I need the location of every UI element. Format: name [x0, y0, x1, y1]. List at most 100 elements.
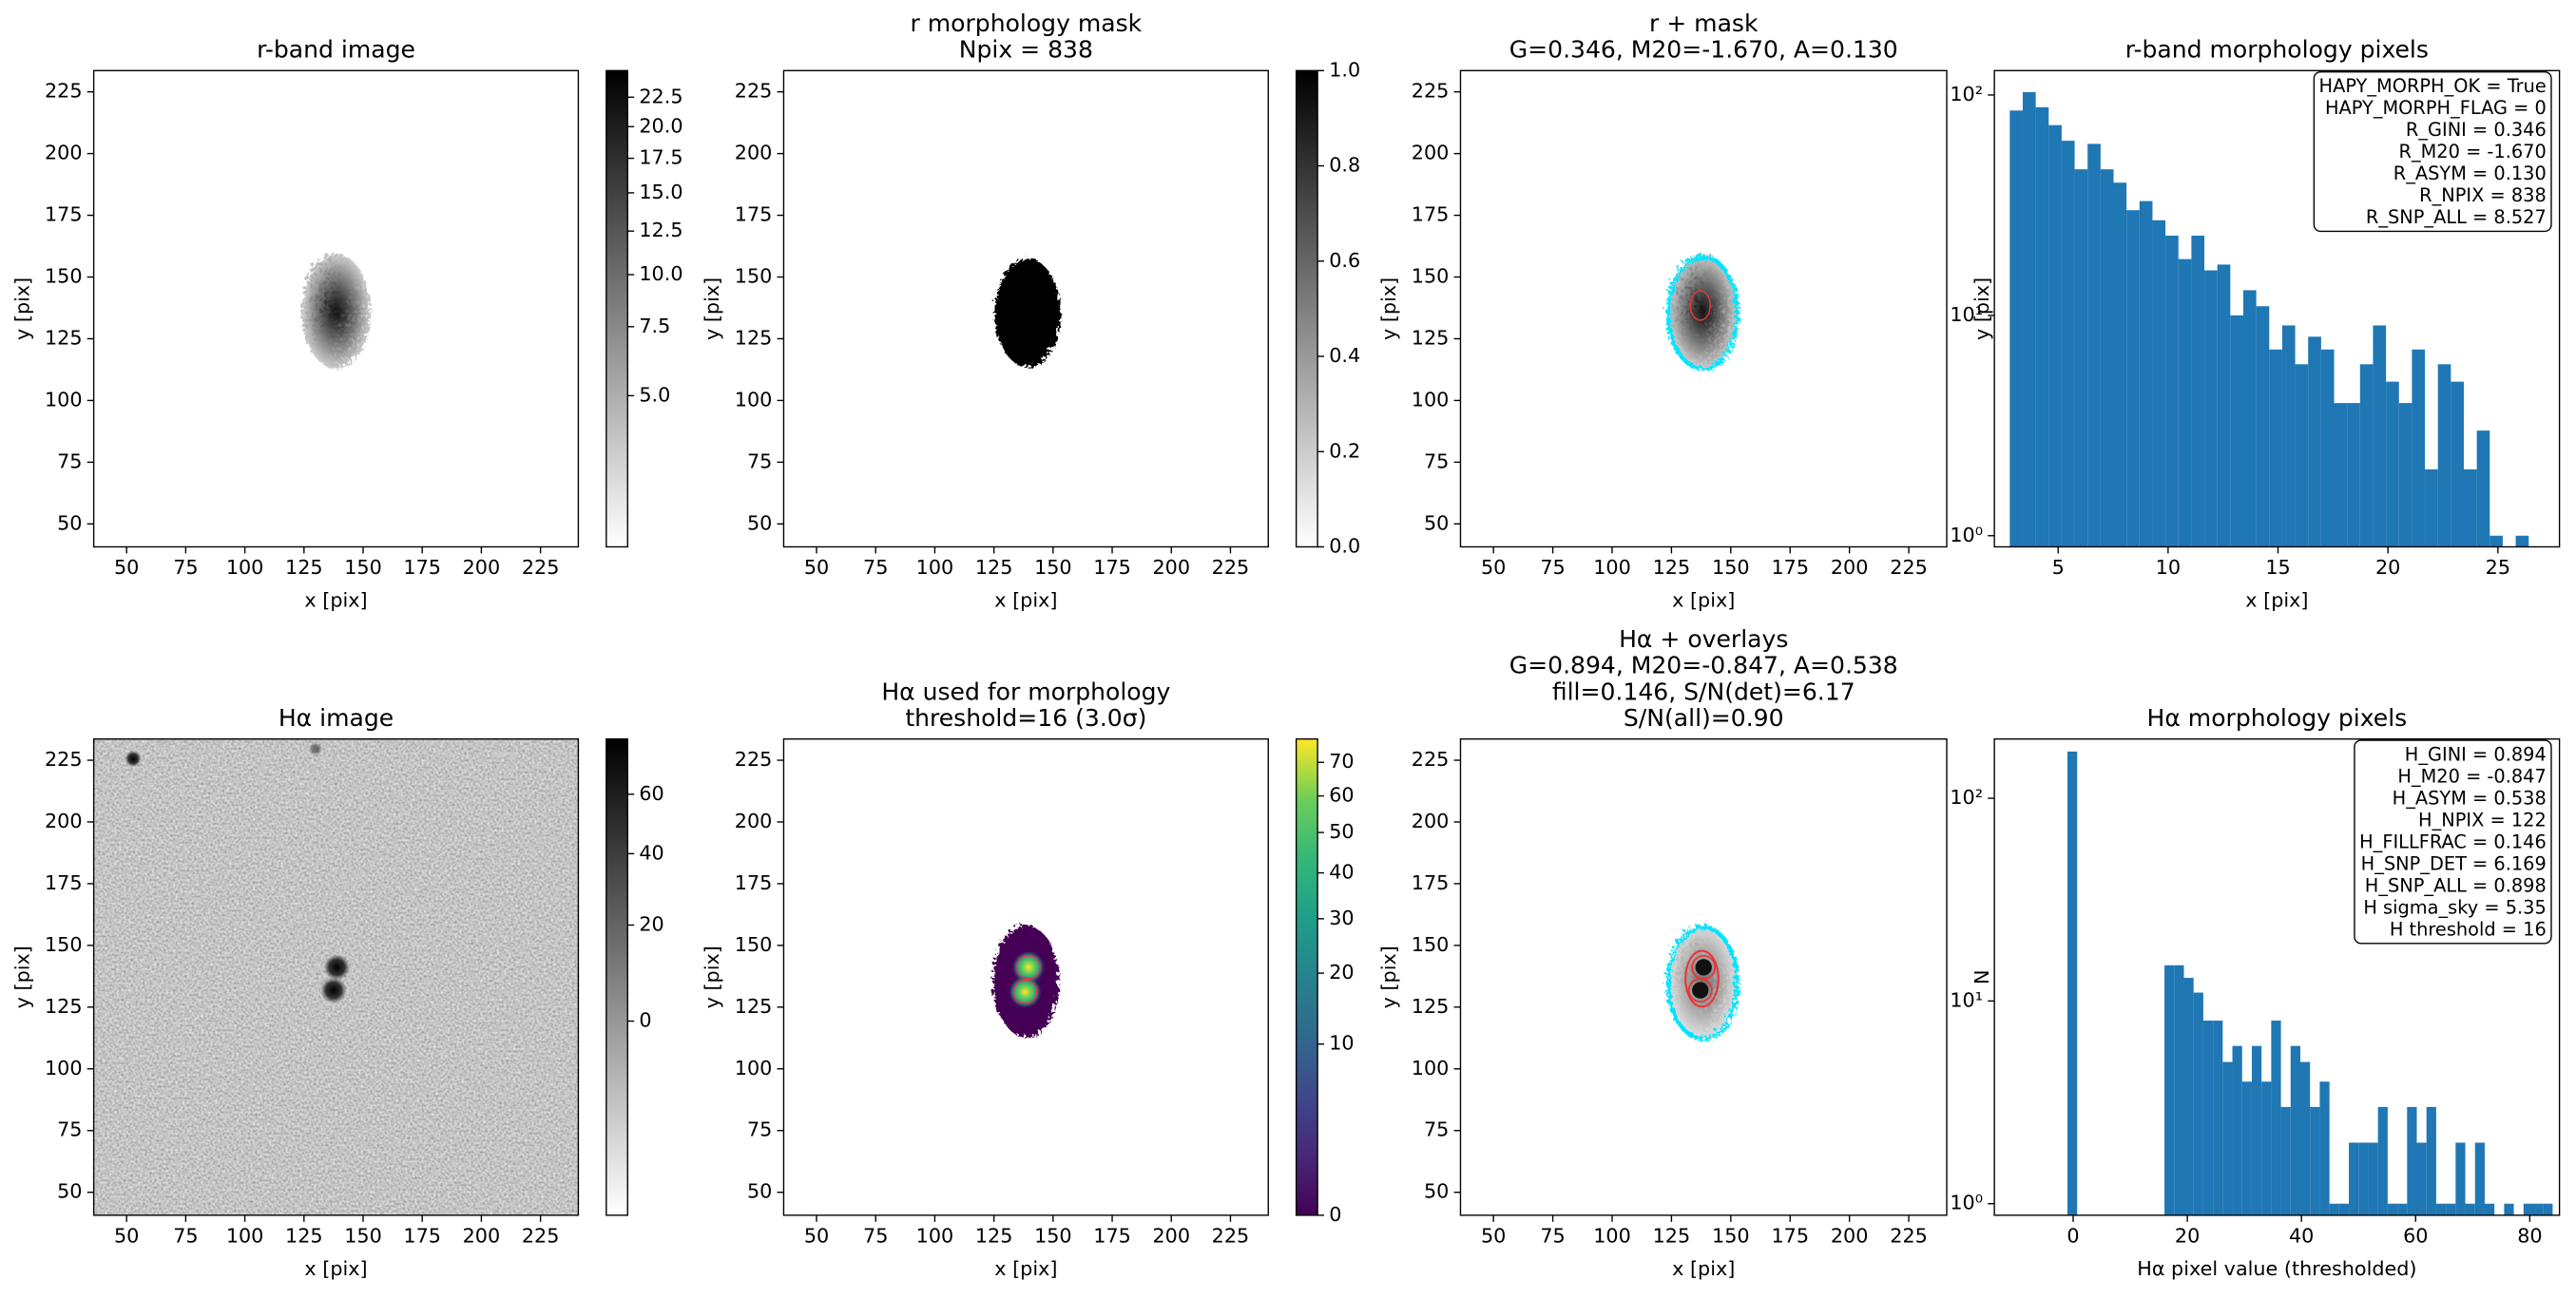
bar — [2087, 143, 2101, 547]
y-tick-label: 75 — [57, 449, 82, 472]
x-tick-label: 125 — [1653, 556, 1691, 579]
x-tick-label: 20 — [2375, 556, 2400, 579]
bar — [2476, 430, 2490, 547]
x-tick-label: 80 — [2517, 1224, 2542, 1247]
ha-spot — [323, 954, 351, 981]
colorbar-tick-label: 0.0 — [1329, 534, 1360, 557]
bar — [2232, 1045, 2242, 1215]
bar — [2435, 1203, 2447, 1215]
image-content — [93, 251, 1738, 1215]
x-tick-label: 75 — [1540, 556, 1565, 579]
x-tick-label: 100 — [226, 556, 264, 579]
y-axis-label: y [pix] — [10, 946, 33, 1008]
y-tick-label: 175 — [735, 203, 773, 226]
bar — [2242, 290, 2257, 547]
x-tick-label: 125 — [975, 1224, 1013, 1247]
colorbar-tick-label: 15.0 — [639, 181, 682, 203]
y-tick-label: 100 — [1412, 388, 1450, 411]
panel-title: G=0.346, M20=-1.670, A=0.130 — [1509, 36, 1898, 64]
bar — [2217, 264, 2231, 547]
panel-title: threshold=16 (3.0σ) — [905, 704, 1146, 732]
x-axis-label: x [pix] — [1672, 589, 1735, 612]
x-axis-label: x [pix] — [2245, 589, 2308, 612]
y-tick-label: 150 — [1412, 265, 1450, 288]
bar — [2308, 336, 2321, 547]
x-tick-label: 50 — [804, 1224, 829, 1247]
ha-spot — [125, 750, 142, 768]
stats-line: H threshold = 16 — [2390, 918, 2547, 940]
y-axis-label: y [pix] — [701, 946, 723, 1008]
bar — [2310, 1106, 2320, 1215]
y-tick-label: 100 — [45, 1057, 83, 1079]
bar — [2280, 1106, 2291, 1215]
x-tick-label: 75 — [173, 556, 198, 579]
bar — [2463, 468, 2477, 547]
bar — [2455, 1142, 2466, 1215]
panel-title: Hα + overlays — [1619, 625, 1788, 653]
axes-frame — [1993, 69, 2561, 548]
panel: 50 75 100 125 150 175 200 225507510012515017520… — [10, 704, 663, 1280]
panel-title: r-band morphology pixels — [2125, 36, 2429, 64]
panel-title: Hα used for morphology — [881, 678, 1170, 705]
x-tick-label: 20 — [2175, 1224, 2200, 1247]
colorbar-tick-label: 7.5 — [639, 315, 670, 337]
x-tick-label: 50 — [114, 556, 139, 579]
y-tick-label: 200 — [1412, 810, 1450, 832]
y-tick-label: 125 — [45, 995, 83, 1018]
bar — [2407, 1106, 2417, 1215]
bar — [2484, 1203, 2495, 1215]
x-tick-label: 100 — [1593, 556, 1631, 579]
colorbar-tick-label: 10.0 — [639, 262, 682, 285]
axes-frame — [92, 737, 580, 1216]
bar — [2271, 1021, 2281, 1215]
panel: 50 75 100 125 150 175 200 225507510012515017520… — [10, 36, 682, 612]
axes-frame — [782, 69, 1269, 548]
x-axis-label: x [pix] — [304, 589, 367, 612]
x-tick-label: 0 — [2067, 1224, 2079, 1247]
colorbar-tick-label: 17.5 — [639, 146, 682, 169]
y-tick-label: 175 — [45, 871, 83, 894]
bar — [2398, 403, 2413, 547]
y-tick-label: 125 — [735, 995, 773, 1018]
bar — [2437, 364, 2451, 547]
panel-title: G=0.894, M20=-0.847, A=0.538 — [1509, 652, 1898, 679]
ha-knot — [1692, 982, 1709, 999]
bar — [2377, 1106, 2388, 1215]
colorbar-tick-label: 50 — [1329, 820, 1354, 843]
y-tick-label: 175 — [45, 203, 83, 226]
y-tick-label: 50 — [57, 1180, 82, 1203]
y-tick-label: 100 — [45, 388, 83, 411]
x-tick-label: 100 — [226, 1224, 264, 1247]
x-tick-label: 125 — [975, 556, 1013, 579]
bar — [2329, 1203, 2339, 1215]
bar — [2009, 110, 2023, 547]
colorbar-tick-label: 60 — [639, 782, 663, 805]
y-tick-label: 200 — [1412, 142, 1450, 164]
y-tick-label: 225 — [1412, 80, 1450, 103]
y-tick-label: 200 — [45, 810, 83, 832]
y-tick-label: 175 — [1412, 203, 1450, 226]
bar — [2139, 201, 2153, 547]
x-tick-label: 175 — [1093, 556, 1131, 579]
bar — [2412, 349, 2426, 547]
ha-spot — [320, 977, 347, 1003]
mask-contour — [1663, 922, 1738, 1039]
bar — [2074, 169, 2088, 547]
bar — [2281, 325, 2296, 547]
x-tick-label: 200 — [1152, 556, 1190, 579]
bar — [2387, 1203, 2398, 1215]
x-tick-label: 100 — [916, 1224, 954, 1247]
stats-line: HAPY_MORPH_OK = True — [2319, 75, 2547, 97]
x-tick-label: 75 — [863, 556, 888, 579]
colorbar — [1295, 69, 1318, 548]
y-tick-label: 150 — [735, 265, 773, 288]
colorbar — [606, 69, 628, 548]
r-band-source — [298, 251, 369, 367]
x-tick-label: 50 — [1481, 556, 1506, 579]
x-tick-label: 225 — [1890, 1224, 1928, 1247]
y-tick-label: 10⁰ — [1950, 524, 1983, 546]
x-tick-label: 150 — [344, 1224, 382, 1247]
x-tick-label: 125 — [285, 556, 323, 579]
